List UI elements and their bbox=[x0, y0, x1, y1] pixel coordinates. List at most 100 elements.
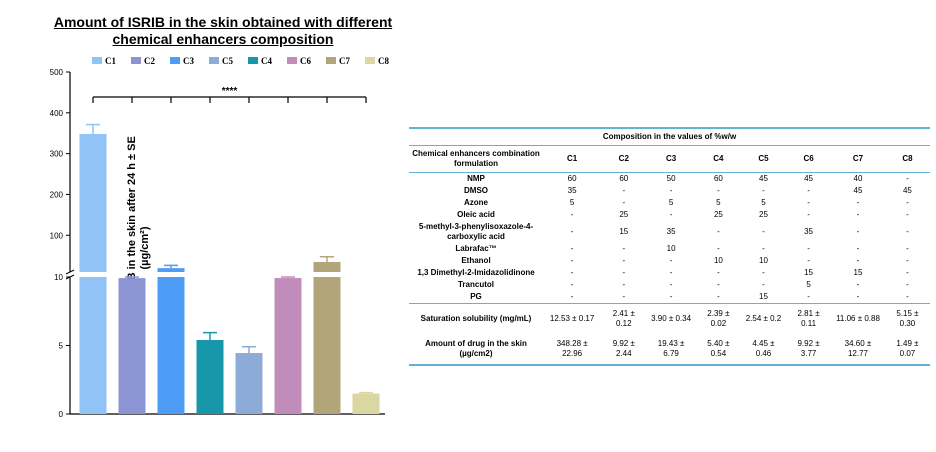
table-cell: 10 bbox=[666, 244, 676, 253]
table-cell: 5 bbox=[569, 198, 575, 207]
table-cell: 15 bbox=[853, 268, 863, 277]
legend-label-c7: C7 bbox=[339, 56, 350, 66]
table-cell: - bbox=[717, 280, 720, 289]
table-cell: - bbox=[570, 210, 574, 219]
table-cell: - bbox=[762, 186, 765, 195]
y-tick-label: 100 bbox=[50, 231, 64, 240]
table-cell: 45 bbox=[804, 174, 813, 183]
y-tick-label: 200 bbox=[50, 190, 64, 199]
table-cell: 5 bbox=[806, 280, 811, 289]
bar-c2 bbox=[118, 278, 146, 414]
table-cell: 35 bbox=[567, 186, 577, 195]
row-label: Saturation solubility (mg/mL) bbox=[409, 303, 543, 334]
table-corner-header: Chemical enhancers combination formulati… bbox=[409, 145, 543, 173]
y-tick-label: 400 bbox=[50, 109, 64, 118]
legend-label-c6: C6 bbox=[300, 56, 311, 66]
table-cell: 60 bbox=[567, 174, 577, 183]
column-header-c8: C8 bbox=[884, 145, 930, 173]
bar-c1-upper bbox=[79, 133, 107, 272]
table-cell: 60 bbox=[713, 174, 723, 183]
legend-label-c4: C4 bbox=[261, 56, 272, 66]
table-cell: - bbox=[622, 244, 626, 253]
row-label: DMSO bbox=[464, 186, 488, 195]
composition-row: Azone 5 - 5 5 5 - - - bbox=[409, 197, 930, 209]
legend-swatch-c4 bbox=[248, 57, 258, 64]
composition-row: Ethanol - - - 10 10 - - - bbox=[409, 255, 930, 267]
table-cell: - bbox=[717, 227, 720, 236]
table-cell: 25 bbox=[759, 210, 768, 219]
table-cell: - bbox=[906, 280, 909, 289]
bar-c8 bbox=[352, 393, 380, 414]
composition-table-container: Composition in the values of %w/w Chemic… bbox=[409, 127, 930, 366]
table-cell: - bbox=[906, 244, 909, 253]
legend-swatch-c6 bbox=[287, 57, 297, 64]
table-cell: 4.45 ± 0.46 bbox=[740, 334, 787, 366]
y-tick-label: 500 bbox=[50, 68, 64, 77]
legend-label-c3: C3 bbox=[183, 56, 194, 66]
table-cell: 12.53 ± 0.17 bbox=[543, 303, 602, 334]
table-cell: 5 bbox=[761, 198, 766, 207]
column-header-c7: C7 bbox=[831, 145, 885, 173]
table-cell: - bbox=[856, 227, 860, 236]
bar-c7-upper bbox=[313, 261, 341, 272]
table-cell: 45 bbox=[759, 174, 768, 183]
table-cell: 10 bbox=[713, 256, 723, 265]
table-cell: 35 bbox=[666, 227, 676, 236]
composition-row: PG - - - - 15 - - - bbox=[409, 291, 930, 304]
table-cell: - bbox=[807, 292, 810, 301]
table-cell: - bbox=[669, 292, 673, 301]
table-cell: - bbox=[570, 280, 574, 289]
table-cell: 35 bbox=[804, 227, 813, 236]
legend-swatch-c3 bbox=[170, 57, 180, 64]
row-label: NMP bbox=[467, 174, 485, 183]
row-label: 5-methyl-3-phenylisoxazole-4-carboxylic … bbox=[418, 222, 534, 241]
composition-row: Trancutol - - - - - 5 - - bbox=[409, 279, 930, 291]
axis-break-mark bbox=[65, 269, 75, 275]
row-label: Ethanol bbox=[461, 256, 491, 265]
summary-row: Saturation solubility (mg/mL) 12.53 ± 0.1… bbox=[409, 303, 930, 334]
table-cell: 15 bbox=[804, 268, 813, 277]
row-label: Labrafac™ bbox=[455, 244, 497, 253]
y-tick-label: 0 bbox=[59, 410, 64, 419]
table-cell: 60 bbox=[619, 174, 629, 183]
bar-c6 bbox=[274, 278, 302, 414]
table-cell: - bbox=[622, 292, 626, 301]
legend-swatch-c8 bbox=[365, 57, 375, 64]
legend-label-c8: C8 bbox=[378, 56, 389, 66]
table-cell: - bbox=[762, 244, 765, 253]
table-cell: 2.54 ± 0.2 bbox=[740, 303, 787, 334]
composition-row: Oleic acid - 25 - 25 25 - - - bbox=[409, 209, 930, 221]
table-cell: - bbox=[807, 210, 810, 219]
table-cell: - bbox=[856, 210, 860, 219]
legend-swatch-c2 bbox=[131, 57, 141, 64]
bar-c7-lower bbox=[313, 277, 341, 414]
column-header-c3: C3 bbox=[646, 145, 696, 173]
table-cell: - bbox=[762, 227, 765, 236]
legend-label-c5: C5 bbox=[222, 56, 233, 66]
bar-c3-upper bbox=[157, 268, 185, 272]
table-cell: 2.81 ± 0.11 bbox=[786, 303, 832, 334]
table-cell: 15 bbox=[619, 227, 629, 236]
table-cell: - bbox=[669, 280, 673, 289]
table-cell: - bbox=[856, 244, 860, 253]
summary-row: Amount of drug in the skin (µg/cm2) 348.2… bbox=[409, 334, 930, 366]
y-tick-label: 10 bbox=[54, 273, 63, 282]
row-label: Azone bbox=[464, 198, 488, 207]
chart-title: Amount of ISRIB in the skin obtained wit… bbox=[53, 14, 393, 47]
significance-label: **** bbox=[222, 86, 238, 97]
table-cell: 25 bbox=[619, 210, 629, 219]
table-cell: - bbox=[669, 186, 673, 195]
table-cell: - bbox=[856, 280, 860, 289]
table-cell: 9.92 ± 2.44 bbox=[601, 334, 647, 366]
table-cell: 1.49 ± 0.07 bbox=[884, 334, 930, 366]
column-header-c4: C4 bbox=[695, 145, 741, 173]
legend-swatch-c5 bbox=[209, 57, 219, 64]
table-cell: 5 bbox=[668, 198, 674, 207]
table-cell: - bbox=[622, 268, 626, 277]
table-cell: - bbox=[762, 268, 765, 277]
composition-table: Composition in the values of %w/w Chemic… bbox=[409, 127, 930, 366]
table-cell: 5.15 ± 0.30 bbox=[884, 303, 930, 334]
table-cell: - bbox=[807, 186, 810, 195]
table-cell: 3.90 ± 0.34 bbox=[646, 303, 696, 334]
table-cell: - bbox=[856, 256, 860, 265]
